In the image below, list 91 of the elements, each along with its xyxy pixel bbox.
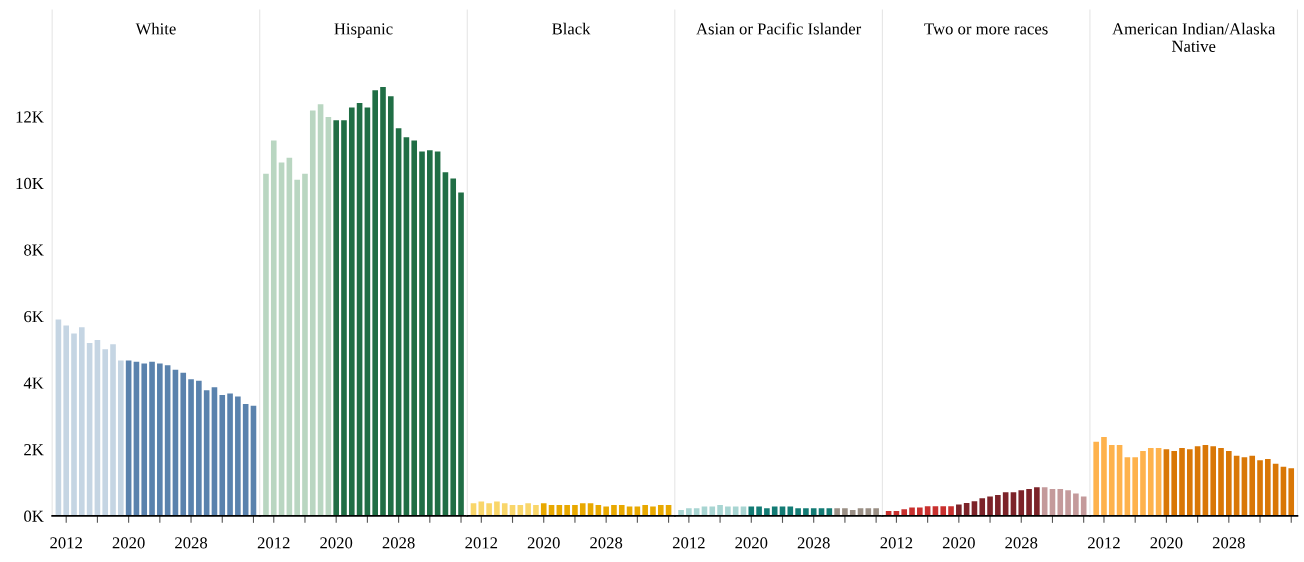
bar xyxy=(372,90,378,516)
x-tick-label: 2020 xyxy=(1150,537,1183,549)
bar xyxy=(1210,446,1217,516)
bar xyxy=(1186,449,1193,516)
bar xyxy=(1226,451,1232,516)
bar xyxy=(235,396,241,516)
bar xyxy=(987,496,993,516)
bar xyxy=(79,327,85,516)
bar xyxy=(118,360,124,516)
text: Black xyxy=(552,22,591,35)
bar xyxy=(196,380,202,516)
bar xyxy=(188,379,194,516)
bar xyxy=(901,509,908,516)
bar xyxy=(979,498,986,516)
bar xyxy=(387,96,394,516)
y-tick-label: 6K xyxy=(24,311,44,323)
bar xyxy=(1257,460,1263,516)
bar xyxy=(1132,457,1138,516)
bar xyxy=(956,504,962,516)
x-tick-label: 2020 xyxy=(942,537,975,549)
y-tick-label: 2K xyxy=(24,444,44,456)
bar xyxy=(1057,488,1064,516)
bar xyxy=(1218,448,1224,516)
y-tick-label: 8K xyxy=(24,244,44,256)
bar xyxy=(419,151,425,516)
x-tick-label: 2012 xyxy=(672,537,705,549)
bar xyxy=(1034,487,1040,516)
bar xyxy=(948,506,954,516)
x-tick-label: 2028 xyxy=(590,537,623,549)
bar xyxy=(149,361,155,516)
bar xyxy=(219,395,226,516)
text: Hispanic xyxy=(334,23,393,38)
x-tick-label: 2028 xyxy=(1005,537,1038,549)
bar xyxy=(333,120,339,516)
bar xyxy=(940,506,947,516)
bar xyxy=(1065,490,1071,516)
bar xyxy=(1265,459,1271,516)
bar xyxy=(309,110,316,516)
bar xyxy=(1179,448,1185,516)
bar xyxy=(427,150,433,516)
x-tick-label: 2028 xyxy=(382,537,415,549)
bar xyxy=(458,192,464,516)
bar xyxy=(180,372,187,516)
x-tick-label: 2012 xyxy=(257,537,290,549)
bar xyxy=(263,173,269,516)
bar xyxy=(110,344,116,516)
y-tick-label: 10K xyxy=(16,177,44,190)
bar xyxy=(348,107,355,516)
bar xyxy=(1018,490,1025,516)
bar xyxy=(294,179,300,516)
bar xyxy=(411,140,418,516)
bar xyxy=(995,494,1001,516)
text: American Indian/Alaska Native xyxy=(1112,22,1276,52)
x-tick-label: 2028 xyxy=(797,537,830,549)
text: Asian or Pacific Islander xyxy=(696,22,862,35)
y-tick-label: 0K xyxy=(24,510,44,522)
bar xyxy=(1093,441,1099,516)
bar xyxy=(1101,437,1107,516)
bar xyxy=(102,349,109,516)
bar xyxy=(1147,448,1154,516)
bar xyxy=(1073,493,1079,516)
bar xyxy=(1171,451,1178,516)
x-tick-label: 2020 xyxy=(735,537,768,549)
bar xyxy=(341,120,347,516)
x-tick-label: 2012 xyxy=(50,537,82,549)
bar xyxy=(227,393,233,516)
text: Two or more races xyxy=(924,23,1048,35)
bar xyxy=(1288,468,1295,516)
bar xyxy=(71,333,77,516)
bar xyxy=(380,86,386,516)
x-tick-label: 2012 xyxy=(880,537,913,549)
x-tick-label: 2028 xyxy=(175,537,208,549)
text: White xyxy=(135,22,176,35)
bar xyxy=(270,140,277,516)
bar xyxy=(157,363,163,516)
bar xyxy=(141,363,148,516)
x-tick-label: 2020 xyxy=(527,537,560,549)
bar xyxy=(1249,455,1256,516)
bar xyxy=(63,325,70,516)
x-tick-label: 2020 xyxy=(320,537,353,549)
x-tick-label: 2020 xyxy=(112,537,145,549)
x-tick-label: 2012 xyxy=(1088,537,1120,549)
bar xyxy=(450,178,457,516)
y-tick-label: 4K xyxy=(23,377,44,389)
y-tick-label: 12K xyxy=(16,111,44,123)
bar xyxy=(1108,445,1115,516)
bar xyxy=(302,173,308,516)
bar xyxy=(1026,488,1032,516)
x-tick-label: 2028 xyxy=(1212,537,1245,549)
bar xyxy=(1140,451,1146,516)
x-tick-label: 2012 xyxy=(465,537,498,549)
